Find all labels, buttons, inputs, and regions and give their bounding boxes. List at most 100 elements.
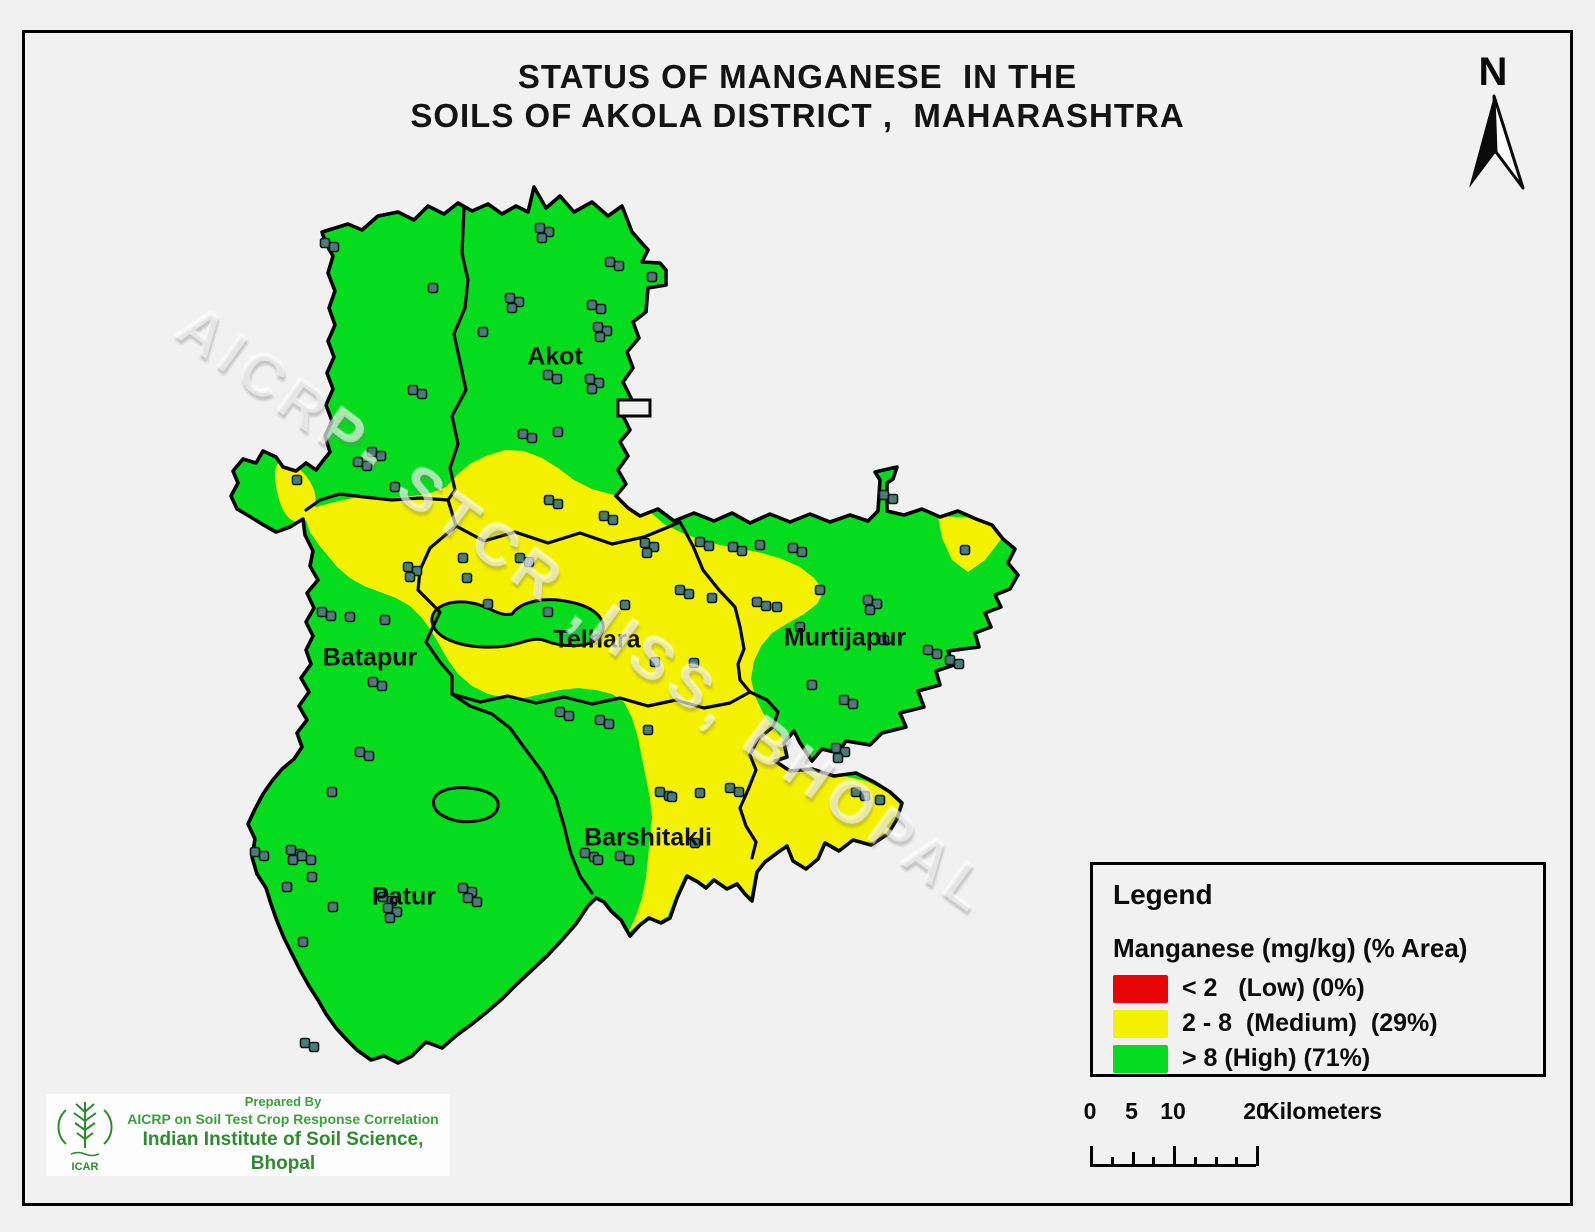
sample-point [592,321,604,333]
sample-point [586,299,598,311]
credit-institute: Indian Institute of Soil Science, Bhopal [142,1129,424,1174]
sample-point [461,572,473,584]
sample-point [674,584,686,596]
sample-point [922,644,934,656]
sample-point [354,746,366,758]
sample-point [594,331,606,343]
scale-tick [1173,1146,1176,1166]
sample-point [613,260,625,272]
sample-point [407,384,419,396]
sample-point [471,896,483,908]
sample-point [694,787,706,799]
sample-point [361,460,373,472]
region-label-murtijapur: Murtijapur [783,623,907,652]
boundary-akot-telhara [454,520,682,546]
credit-text: Prepared By AICRP on Soil Test Crop Resp… [116,1094,450,1175]
sample-point [878,489,890,501]
sample-point [953,658,965,670]
sample-point [504,292,516,304]
sample-point [604,256,616,268]
icar-logo-text: ICAR [72,1161,99,1173]
sample-point [305,854,317,866]
sample-points [249,222,971,1053]
sample-point [931,648,943,660]
sample-point [563,710,575,722]
boundary-barshitakli-north [450,690,752,710]
scale-label-5: 5 [1125,1098,1138,1124]
sample-point [285,844,297,856]
icar-logo-icon: ICAR [57,1102,113,1173]
sample-point [308,1041,320,1053]
district-zone-medium-yellow [306,450,900,933]
sample-point [536,232,548,244]
sample-point [862,594,874,606]
scale-label-20: 20 [1243,1098,1269,1124]
sample-point [859,790,871,802]
sample-point [375,450,387,462]
map-title-line1: STATUS OF MANGANESE IN THE [517,58,1078,95]
sample-point [649,656,661,668]
legend-label-medium: 2 - 8 (Medium) (29%) [1182,1009,1438,1037]
sample-point [642,724,654,736]
sample-point [534,222,546,234]
sample-point [694,536,706,548]
legend-swatch-low [1113,974,1168,1003]
legend-label-high: > 8 (High) (71%) [1182,1044,1371,1072]
sample-point [297,936,309,948]
sample-point [683,588,695,600]
boundary-arm-base [304,492,450,512]
sample-point [457,552,469,564]
scale-tick [1131,1152,1135,1166]
sample-point [688,657,700,669]
sample-point [794,621,806,633]
sample-point [376,680,388,692]
sample-point [760,600,772,612]
zone-medium-yellow-ne-patch [938,516,1002,572]
sample-point [402,561,414,573]
sample-point [462,892,474,904]
sample-point [482,598,494,610]
sample-point [427,282,439,294]
sample-point [832,752,844,764]
scale-tick [1193,1157,1197,1166]
green-enclave-loop [430,598,605,649]
legend-item-low: < 2 (Low) (0%) [1113,971,1543,1006]
sample-point [959,544,971,556]
sample-point [542,606,554,618]
sample-point [457,882,469,894]
sample-point [384,912,396,924]
sample-point [847,698,859,710]
sample-point [367,676,379,688]
map-edge-notch [616,398,652,418]
scale-tick [1152,1157,1156,1166]
legend-swatch-high [1113,1044,1168,1073]
sample-point [751,596,763,608]
sample-point [296,850,308,862]
sample-point [326,786,338,798]
north-arrow-label: N [1478,50,1508,94]
region-label-akot: Akot [527,342,583,371]
region-label-patur: Patur [372,882,436,911]
sample-point [281,881,293,893]
sample-point [258,850,270,862]
sample-point [887,493,899,505]
sample-point [706,592,718,604]
credit-prepared-by: Prepared By [244,1094,322,1110]
sample-point [598,510,610,522]
sample-point [874,794,886,806]
sample-point [864,604,876,616]
sample-point [291,474,303,486]
sample-point [586,383,598,395]
sample-point [787,542,799,554]
sample-point [327,901,339,913]
sample-point [603,718,615,730]
sample-point [319,237,331,249]
sample-point [584,373,596,385]
sample-point [595,303,607,315]
scale-tick [1256,1146,1259,1166]
sample-point [838,694,850,706]
scale-label-10: 10 [1160,1098,1186,1124]
sample-point [379,614,391,626]
sample-point [542,369,554,381]
